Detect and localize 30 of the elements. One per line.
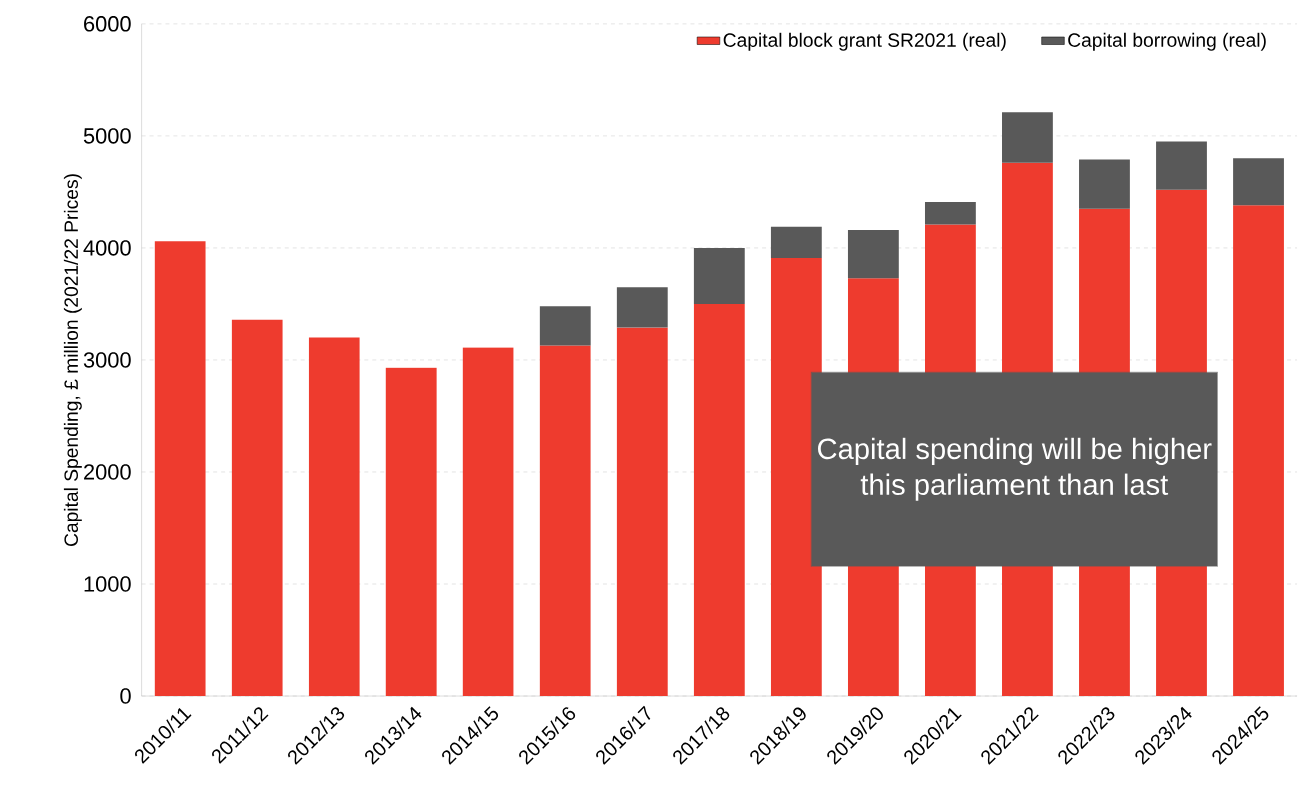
bar <box>1002 112 1053 163</box>
bar <box>539 345 591 696</box>
y-tick-label: 1000 <box>84 576 131 592</box>
y-tick-label: 2000 <box>84 464 131 480</box>
bar <box>616 286 668 328</box>
bar <box>1156 141 1207 190</box>
bar <box>462 347 514 696</box>
bar <box>308 337 360 696</box>
bar <box>693 303 745 696</box>
y-axis-title: Capital Spending, £ million (2021/22 Prices) <box>63 174 82 546</box>
bar <box>616 327 668 696</box>
bar <box>770 226 822 258</box>
y-tick-label: 5000 <box>83 127 131 144</box>
bar <box>924 201 976 225</box>
legend-label: Capital borrowing (real) <box>1068 32 1266 51</box>
bar <box>154 241 206 696</box>
bar <box>847 229 899 278</box>
annotation: Capital spending will be higher this parliament than last <box>818 437 1212 501</box>
y-tick-label: 0 <box>120 688 131 704</box>
bar <box>1233 158 1284 206</box>
y-tick-label: 3000 <box>83 351 131 368</box>
bar <box>1233 205 1284 696</box>
bar <box>1079 159 1130 209</box>
bar <box>231 319 283 696</box>
y-tick-label: 4000 <box>83 239 131 256</box>
y-tick-label: 6000 <box>84 15 131 32</box>
bar <box>693 247 745 304</box>
bar <box>539 305 591 346</box>
bar <box>385 367 437 696</box>
legend-label: Capital block grant SR2021 (real) <box>723 32 1006 51</box>
